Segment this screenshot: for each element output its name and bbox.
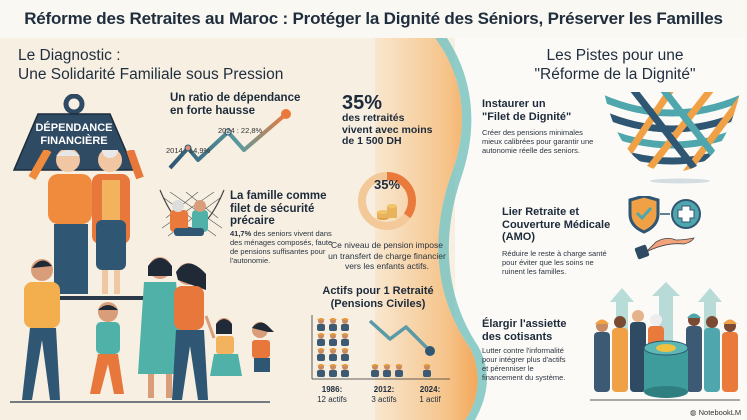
- pension-note-line1: Ce niveau de pension impose: [331, 240, 443, 250]
- solution-2-heading: Lier Retraite et Couverture Médicale (AM…: [502, 206, 610, 244]
- family-net-heading-line1: La famille comme: [230, 190, 327, 202]
- family-net-text-line4: l'autonomie.: [230, 256, 271, 265]
- year-1986: 1986:: [321, 385, 343, 394]
- pension-stat-line1: des retraités: [342, 112, 405, 124]
- pension-note-line2: un transfert de charge financier: [328, 250, 446, 261]
- ratio-heading-line2: en forte hausse: [170, 105, 255, 117]
- pension-note-line3: vers les enfants actifs.: [344, 261, 430, 271]
- donut-center-label: 35%: [373, 177, 401, 192]
- ratio-2024-label: 2024 : 22,8%: [218, 126, 263, 135]
- coin-stack-icon: [643, 340, 689, 398]
- solution-3-text-line4: financement du système.: [482, 373, 566, 382]
- diagnostic-title-line2: Une Solidarité Familiale sous Pression: [18, 66, 284, 83]
- solutions-title-line2: "Réforme de la Dignité": [534, 66, 696, 83]
- coins-icon: [377, 204, 397, 220]
- family-net-text: 41,7% des seniors vivent dans des ménage…: [230, 229, 340, 265]
- health-coverage-icons: [628, 196, 701, 260]
- solution-2-text: Réduire le reste à charge santé pour évi…: [502, 249, 622, 276]
- solution-2-heading-line2: Couverture Médicale: [502, 218, 611, 231]
- pension-stat-value: 35%: [342, 92, 383, 114]
- count-2012: 3 actifs: [371, 394, 397, 404]
- solution-3-text-line3: et pérenniser le: [482, 364, 534, 373]
- page-title: Réforme des Retraites au Maroc : Protége…: [0, 0, 747, 38]
- solution-2-text-line1: Réduire le reste à charge santé: [502, 249, 607, 258]
- family-net-stat: 41,7%: [230, 229, 252, 238]
- solution-2-heading-line3: (AMO): [502, 231, 535, 243]
- solution-3-heading: Élargir l'assiette des cotisants: [482, 318, 567, 343]
- notebooklm-brand: ◍ NotebookLM: [690, 408, 741, 417]
- actifs-heading: Actifs pour 1 Retraité (Pensions Civiles…: [308, 285, 448, 311]
- actifs-heading-line2: (Pensions Civiles): [330, 298, 426, 310]
- solution-3-text: Lutter contre l'informalité pour intégre…: [482, 346, 592, 382]
- solutions-title-line1: Les Pistes pour une: [546, 47, 684, 64]
- ratio-heading-line1: Un ratio de dépendance: [170, 92, 301, 104]
- ratio-heading: Un ratio de dépendance en forte hausse: [170, 92, 300, 118]
- year-2012: 2012:: [373, 385, 395, 394]
- family-net-heading: La famille comme filet de sécurité préca…: [230, 190, 327, 228]
- ratio-2014-label: 2014 : 14,9%: [166, 146, 211, 155]
- pension-note: Ce niveau de pension impose un transfert…: [322, 240, 452, 272]
- actifs-pictogram-chart: [311, 315, 450, 380]
- family-net-text-line2: des ménages composés, faute: [230, 238, 333, 247]
- pension-stat-line2: vivent avec moins: [342, 123, 433, 136]
- year-2024: 2024:: [419, 385, 441, 394]
- woven-net-basket-icon: [604, 92, 740, 184]
- count-1986: 12 actifs: [317, 394, 347, 404]
- workers-coin-stack-illustration: [590, 282, 740, 401]
- diagnostic-title-line1: Le Diagnostic :: [18, 47, 121, 64]
- brand-label: NotebookLM: [698, 408, 742, 417]
- dependency-ratio-line-chart: [168, 109, 291, 170]
- diagnostic-title: Le Diagnostic : Une Solidarité Familiale…: [18, 46, 283, 84]
- family-net-text-line3: de pensions suffisantes pour: [230, 247, 326, 256]
- safety-net-seniors-illustration: [159, 189, 225, 237]
- count-2024: 1 actif: [419, 394, 441, 404]
- solution-2-heading-line1: Lier Retraite et: [502, 206, 580, 218]
- solution-1-text-line1: Créer des pensions minimales: [482, 128, 583, 137]
- open-hand-icon: [634, 237, 695, 260]
- solution-1-heading-line1: Instaurer un: [482, 98, 546, 110]
- center-wave-decoration: [375, 38, 487, 420]
- solution-1-text: Créer des pensions minimales mieux calib…: [482, 128, 612, 155]
- solution-3-text-line1: Lutter contre l'informalité: [482, 346, 564, 355]
- solution-1-text-line2: mieux calibrées pour garantir une: [482, 137, 594, 146]
- solution-2-text-line2: pour éviter que les soins ne: [502, 258, 594, 267]
- actifs-2024-label: 2024: 1 actif: [410, 385, 450, 404]
- solution-2-text-line3: ruinent les familles.: [502, 267, 567, 276]
- family-carrying-seniors-illustration: [10, 150, 274, 403]
- family-net-heading-line3: précaire: [230, 215, 275, 227]
- shield-check-icon: [628, 196, 660, 234]
- solutions-title: Les Pistes pour une "Réforme de la Digni…: [500, 46, 730, 84]
- weight-label: DÉPENDANCE FINANCIÈRE: [18, 122, 130, 148]
- weight-label-line1: DÉPENDANCE: [35, 122, 113, 134]
- solution-1-heading: Instaurer un "Filet de Dignité": [482, 98, 571, 123]
- solution-3-text-line2: pour intégrer plus d'actifs: [482, 355, 566, 364]
- pension-donut-chart: [358, 172, 416, 230]
- weight-label-line2: FINANCIÈRE: [40, 135, 108, 147]
- medical-cross-icon: [671, 199, 701, 229]
- family-net-text-line1: des seniors vivent dans: [251, 229, 332, 238]
- notebooklm-logo-icon: ◍: [690, 408, 697, 417]
- solution-1-heading-line2: "Filet de Dignité": [482, 110, 572, 123]
- actifs-heading-line1: Actifs pour 1 Retraité: [322, 285, 434, 297]
- family-net-heading-line2: filet de sécurité: [230, 202, 315, 215]
- solution-1-text-line3: autonomie réelle des seniors.: [482, 146, 580, 155]
- solution-3-heading-line2: des cotisants: [482, 330, 553, 343]
- actifs-1986-label: 1986: 12 actifs: [312, 385, 352, 404]
- pension-stat-line3: de 1 500 DH: [342, 135, 402, 147]
- solution-3-heading-line1: Élargir l'assiette: [482, 318, 567, 330]
- actifs-2012-label: 2012: 3 actifs: [364, 385, 404, 404]
- pension-stat-text: des retraités vivent avec moins de 1 500…: [342, 112, 433, 148]
